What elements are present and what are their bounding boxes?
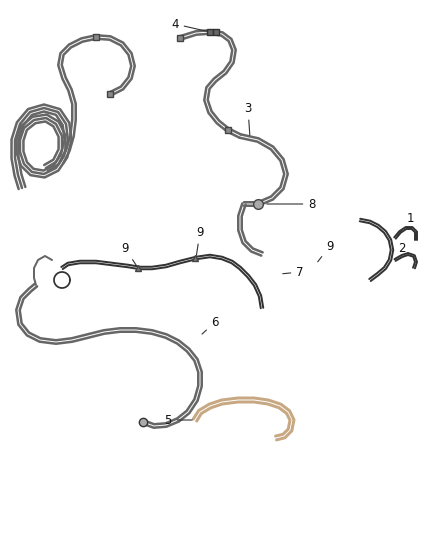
- Text: 9: 9: [121, 241, 137, 265]
- Text: 9: 9: [196, 225, 204, 255]
- Text: 2: 2: [396, 241, 406, 260]
- Text: 9: 9: [318, 239, 334, 262]
- Text: 3: 3: [244, 101, 252, 135]
- Text: 6: 6: [202, 316, 219, 334]
- Text: 5: 5: [164, 414, 192, 426]
- Text: 4: 4: [171, 18, 207, 31]
- Text: 8: 8: [267, 198, 316, 211]
- Text: 7: 7: [283, 265, 304, 279]
- Text: 1: 1: [398, 212, 414, 236]
